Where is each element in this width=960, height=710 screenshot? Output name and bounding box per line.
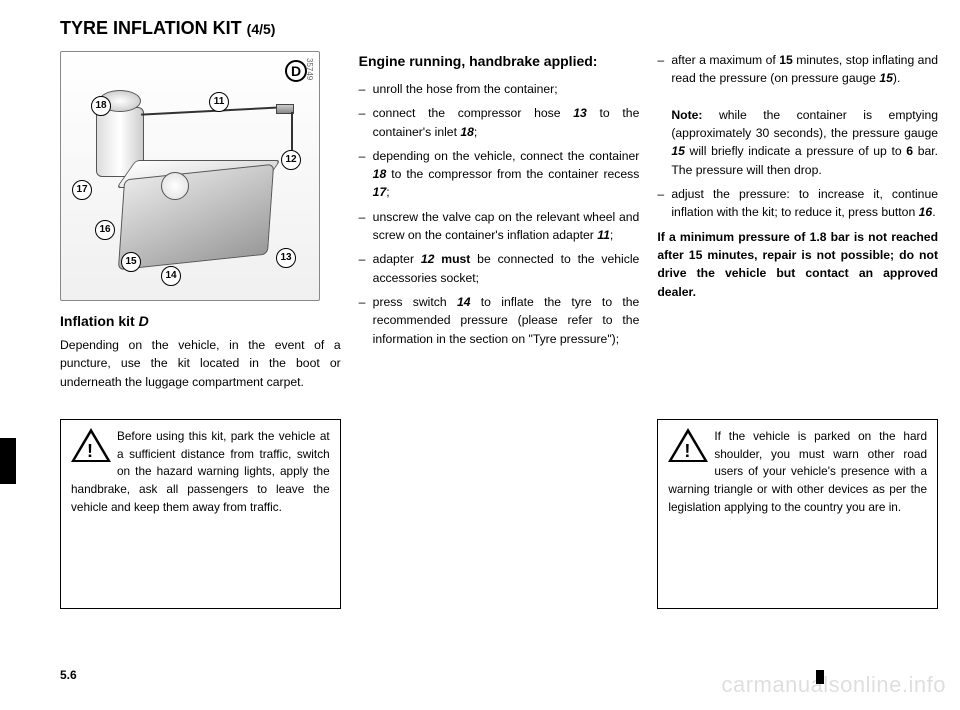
procedure-step: after a maximum of 15 minutes, stop infl… [657, 51, 938, 179]
procedure-step: unscrew the valve cap on the rel­evant w… [359, 208, 640, 245]
callout-14: 14 [161, 266, 181, 286]
callout-18: 18 [91, 96, 111, 116]
inflation-kit-heading: Inflation kit D [60, 311, 341, 332]
page-title-row: TYRE INFLATION KIT (4/5) [60, 18, 938, 39]
inflation-kit-diagram: 35749 D 1811121716151413 [60, 51, 320, 301]
procedure-step: unroll the hose from the container; [359, 80, 640, 98]
callout-12: 12 [281, 150, 301, 170]
procedure-step: depending on the vehicle, connect the co… [359, 147, 640, 202]
column-3: after a maximum of 15 minutes, stop infl… [657, 51, 938, 609]
procedure-step: adapter 12 must be connected to the vehi… [359, 250, 640, 287]
compressor-body [118, 164, 274, 270]
callout-13: 13 [276, 248, 296, 268]
procedure-list-3: after a maximum of 15 minutes, stop infl… [657, 51, 938, 222]
content-columns: 35749 D 1811121716151413 Inflation kit D… [60, 51, 938, 609]
procedure-step: adjust the pressure: to increase it, con… [657, 185, 938, 222]
pressure-gauge [161, 172, 189, 200]
callout-17: 17 [72, 180, 92, 200]
minimum-pressure-warning: If a minimum pressure of 1.8 bar is not … [657, 228, 938, 301]
heading-letter: D [139, 313, 149, 329]
diagram-letter-badge: D [285, 60, 307, 82]
page-title: TYRE INFLATION KIT [60, 18, 247, 38]
callout-16: 16 [95, 220, 115, 240]
page-title-part: (4/5) [247, 21, 276, 37]
warning-box-park: ! Before using this kit, park the vehicl… [60, 419, 341, 609]
warning-box-shoulder: ! If the vehicle is parked on the hard s… [657, 419, 938, 609]
page-number: 5.6 [60, 668, 77, 682]
procedure-list-2: unroll the hose from the container; conne… [359, 80, 640, 348]
column-1: 35749 D 1811121716151413 Inflation kit D… [60, 51, 341, 609]
kit-location-paragraph: Depending on the vehicle, in the event o… [60, 336, 341, 391]
warning-triangle-icon: ! [71, 428, 111, 464]
heading-text: Inflation kit [60, 313, 139, 329]
procedure-step: connect the compressor hose 13 to the co… [359, 104, 640, 141]
callout-11: 11 [209, 92, 229, 112]
callout-15: 15 [121, 252, 141, 272]
column-2: Engine running, handbrake applied: unrol… [359, 51, 640, 609]
procedure-step: press switch 14 to inflate the tyre to t… [359, 293, 640, 348]
warning-triangle-icon: ! [668, 428, 708, 464]
engine-running-heading: Engine running, handbrake applied: [359, 51, 640, 72]
section-tab [0, 438, 16, 484]
manual-page: TYRE INFLATION KIT (4/5) 35749 D 1811121… [0, 0, 960, 710]
watermark: carmanualsonline.info [721, 672, 946, 698]
